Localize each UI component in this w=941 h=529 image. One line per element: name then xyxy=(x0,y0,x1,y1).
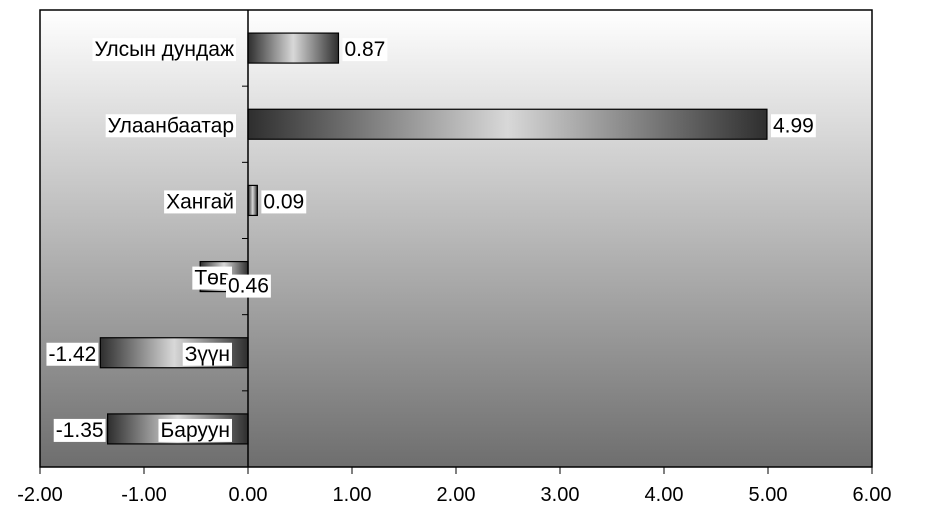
category-label: Төв xyxy=(194,267,230,290)
category-label: Хангай xyxy=(166,190,234,213)
value-label-group: 4.99 xyxy=(770,114,816,138)
value-label-bg xyxy=(342,38,388,62)
category-label-group: Улаанбаатар xyxy=(105,114,236,138)
value-label: 0.09 xyxy=(263,190,304,213)
category-label-group: Хангай xyxy=(164,190,236,214)
x-tick-label: -1.00 xyxy=(121,484,167,506)
x-tick-label: 5.00 xyxy=(749,484,788,506)
value-label-bg xyxy=(53,418,106,442)
category-label-bg xyxy=(105,114,236,138)
value-label-bg xyxy=(770,114,816,138)
category-label-group: Зүүн xyxy=(182,342,232,366)
plot-area xyxy=(39,9,873,468)
value-label-group: -1.35 xyxy=(53,418,106,442)
x-tick-label: 0.00 xyxy=(229,484,268,506)
bar-улаанбаатар xyxy=(247,108,768,140)
x-tick-label: 3.00 xyxy=(541,484,580,506)
x-tick-label: 4.00 xyxy=(645,484,684,506)
bar-улсын-дундаж xyxy=(247,32,340,64)
value-label-bg xyxy=(226,274,271,298)
value-label-bg xyxy=(46,342,99,366)
labels-group: -2.00 -1.00 0.00 1.00 2.00 3.00 4.00 5.00 6.00 Ул… xyxy=(17,38,891,506)
category-label: Улсын дундаж xyxy=(94,38,234,61)
axes-group xyxy=(39,10,873,474)
value-label: 0.46 xyxy=(228,275,269,298)
category-label-bg xyxy=(164,190,236,214)
value-label-group: 0.87 xyxy=(342,38,388,62)
x-tick-label: -2.00 xyxy=(17,484,63,506)
x-tick-label: 2.00 xyxy=(437,484,476,506)
category-label: Улаанбаатар xyxy=(108,114,234,137)
x-tick-label: 6.00 xyxy=(853,484,892,506)
category-label: Зүүн xyxy=(185,343,230,366)
x-tick-label: 1.00 xyxy=(333,484,372,506)
value-label-group: -1.42 xyxy=(46,342,99,366)
category-label: Баруун xyxy=(160,419,230,442)
value-label: 4.99 xyxy=(773,114,814,137)
value-label: -1.35 xyxy=(56,419,104,442)
value-label-group: 0.46 xyxy=(226,274,271,298)
category-label-bg xyxy=(92,38,236,62)
value-label: -1.42 xyxy=(48,343,96,366)
category-label-bg xyxy=(182,342,232,366)
value-label: 0.87 xyxy=(344,38,385,61)
value-label-group: 0.09 xyxy=(261,190,307,214)
bar-хангай xyxy=(247,184,258,217)
category-label-group: Төв xyxy=(192,266,232,290)
category-label-group: Улсын дундаж xyxy=(92,38,236,62)
value-label-bg xyxy=(261,190,307,214)
category-label-bg xyxy=(192,266,232,290)
category-label-group: Баруун xyxy=(158,418,232,442)
category-label-bg xyxy=(158,418,232,442)
